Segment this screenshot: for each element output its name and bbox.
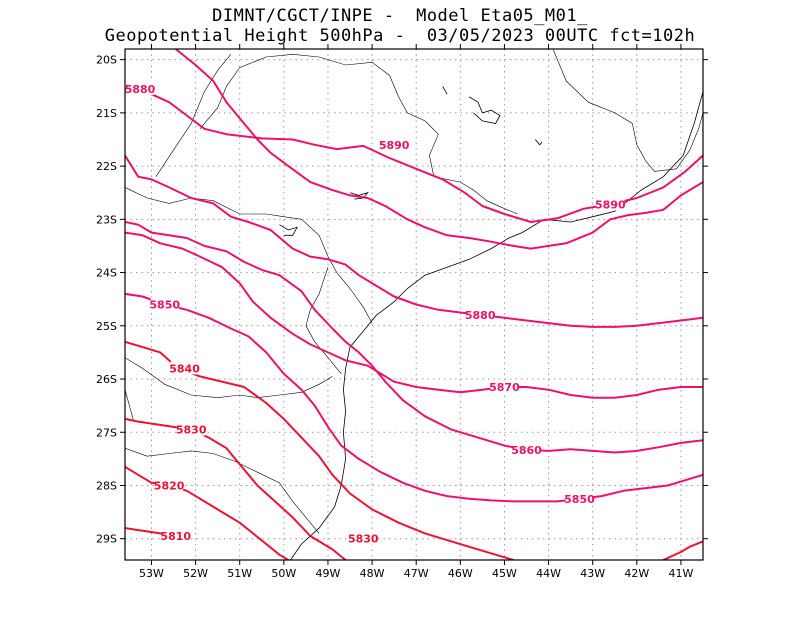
contour-label: 5830 — [176, 424, 207, 437]
state-boundary — [125, 187, 373, 324]
contour-label: 5830 — [348, 533, 379, 546]
contour-5870 — [125, 231, 703, 399]
lat-tick-label: 20S — [96, 54, 117, 67]
contour-label: 5870 — [489, 381, 520, 394]
state-boundary — [125, 447, 320, 534]
contour-label-bg — [170, 361, 199, 375]
contour-label-bg — [596, 197, 625, 211]
lon-tick-label: 50W — [271, 567, 296, 580]
contour-label: 5850 — [149, 299, 180, 312]
lon-tick-label: 41W — [669, 567, 694, 580]
contour-label-bg — [161, 529, 190, 543]
lat-tick-label: 23S — [96, 213, 117, 226]
lat-tick-label: 29S — [96, 533, 117, 546]
lon-tick-label: 45W — [492, 567, 517, 580]
contour-label-bg — [565, 491, 594, 505]
state-boundary — [125, 357, 333, 399]
contour-5830 — [662, 540, 703, 560]
lat-tick-label: 27S — [96, 426, 117, 439]
state-boundary — [305, 267, 342, 374]
lat-tick-label: 26S — [96, 373, 117, 386]
contour-label-bg — [349, 531, 378, 545]
lat-tick-label: 21S — [96, 107, 117, 120]
contour-label: 5890 — [595, 198, 626, 211]
contour-label: 5820 — [154, 479, 185, 492]
lon-tick-label: 46W — [448, 567, 473, 580]
contour-5880 — [125, 154, 703, 328]
contour-label: 5880 — [125, 83, 156, 96]
reservoir-outline — [349, 191, 369, 200]
lat-tick-label: 22S — [96, 160, 117, 173]
contour-label-bg — [155, 478, 184, 492]
contour-label-bg — [380, 137, 409, 151]
contour-5850 — [125, 292, 703, 503]
contour-label: 5810 — [160, 530, 191, 543]
state-boundary — [125, 389, 135, 422]
lon-tick-label: 43W — [580, 567, 605, 580]
reservoir-outline — [442, 86, 448, 95]
lon-tick-label: 53W — [139, 567, 164, 580]
state-boundary — [552, 49, 703, 172]
contour-label-bg — [177, 422, 206, 436]
chart-title-line2: Geopotential Height 500hPa - 03/05/2023 … — [104, 26, 696, 46]
reservoir-outline — [468, 96, 501, 124]
lon-tick-label: 48W — [360, 567, 385, 580]
state-boundary — [199, 53, 518, 215]
contour-label: 5850 — [564, 493, 595, 506]
contour-label-bg — [150, 297, 179, 311]
lon-tick-label: 51W — [227, 567, 252, 580]
contour-label-bg — [490, 380, 519, 394]
reservoir-outline — [279, 224, 298, 236]
contour-5820 — [125, 465, 290, 560]
reservoir-outline — [534, 139, 543, 146]
contour-label: 5840 — [169, 362, 200, 375]
contour-5830 — [125, 417, 347, 560]
contour-label-bg — [512, 442, 541, 456]
contour-label: 5880 — [465, 309, 496, 322]
lat-tick-label: 28S — [96, 479, 117, 492]
contour-label-bg — [466, 308, 495, 322]
state-boundary — [155, 54, 232, 177]
lat-tick-label: 24S — [96, 267, 117, 280]
chart-title-line1: DIMNT/CGCT/INPE - Model Eta05_M01_ — [212, 6, 588, 26]
lon-tick-label: 44W — [536, 567, 561, 580]
contour-label: 5890 — [379, 139, 410, 152]
contour-5860 — [125, 221, 703, 454]
axis-ticks: 20S 21S 22S 23S 24S 25S 26S 27S 28S 29S 53W 52W 51W 5… — [96, 44, 708, 580]
lon-tick-label: 49W — [316, 567, 341, 580]
contour-layer — [125, 49, 703, 560]
contour-label-bg — [126, 81, 154, 95]
contour-labels: 5890 5890 5880 5880 5870 5860 5850 5850 5840 5830… — [125, 81, 626, 546]
lon-tick-label: 52W — [183, 567, 208, 580]
lat-tick-label: 25S — [96, 320, 117, 333]
lon-tick-label: 47W — [404, 567, 429, 580]
plot-frame — [124, 48, 704, 561]
lon-tick-label: 42W — [624, 567, 649, 580]
contour-label: 5860 — [511, 444, 542, 457]
contour-5890 — [174, 49, 703, 250]
